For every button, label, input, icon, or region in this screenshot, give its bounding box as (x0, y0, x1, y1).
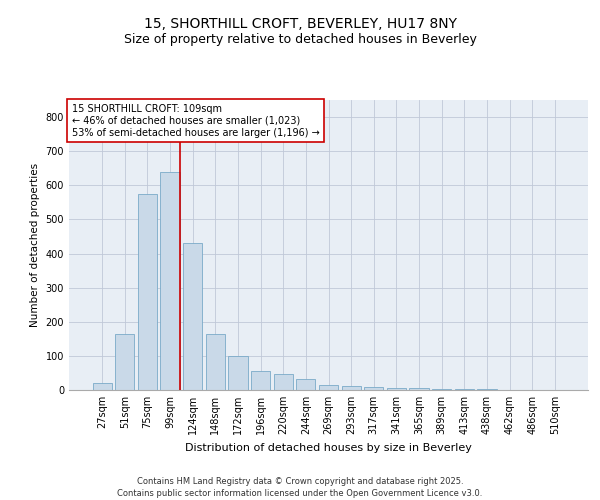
Bar (183, 244, 202, 390)
Text: 15 SHORTHILL CROFT: 109sqm
← 46% of detached houses are smaller (1,023)
53% of s: 15 SHORTHILL CROFT: 109sqm ← 46% of deta… (71, 104, 319, 138)
Bar (160, 172, 180, 390)
Bar (296, 378, 316, 390)
Bar (138, 194, 157, 390)
Bar (341, 386, 361, 390)
Text: 15, SHORTHILL CROFT, BEVERLEY, HU17 8NY: 15, SHORTHILL CROFT, BEVERLEY, HU17 8NY (143, 18, 457, 32)
Bar (251, 371, 270, 390)
Bar (92, 383, 112, 390)
Bar (274, 374, 293, 390)
Bar (387, 388, 406, 390)
Text: Size of property relative to detached houses in Beverley: Size of property relative to detached ho… (124, 32, 476, 46)
Bar (206, 334, 225, 390)
Bar (229, 356, 248, 390)
Bar (319, 385, 338, 390)
Bar (432, 388, 451, 390)
Bar (409, 388, 428, 390)
Bar (115, 334, 134, 390)
Text: Contains HM Land Registry data © Crown copyright and database right 2025.
Contai: Contains HM Land Registry data © Crown c… (118, 476, 482, 498)
Bar (455, 389, 474, 390)
X-axis label: Distribution of detached houses by size in Beverley: Distribution of detached houses by size … (185, 442, 472, 452)
Y-axis label: Number of detached properties: Number of detached properties (30, 163, 40, 327)
Bar (364, 387, 383, 390)
